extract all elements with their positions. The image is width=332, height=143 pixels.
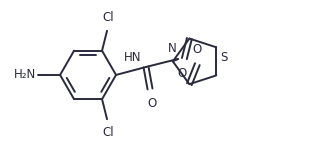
Text: HN: HN	[124, 51, 142, 64]
Text: Cl: Cl	[102, 126, 114, 139]
Text: Cl: Cl	[102, 11, 114, 24]
Text: O: O	[178, 66, 187, 80]
Text: O: O	[147, 97, 157, 110]
Text: O: O	[193, 43, 202, 56]
Text: H₂N: H₂N	[14, 68, 36, 82]
Text: N: N	[167, 42, 176, 55]
Text: S: S	[220, 51, 227, 64]
